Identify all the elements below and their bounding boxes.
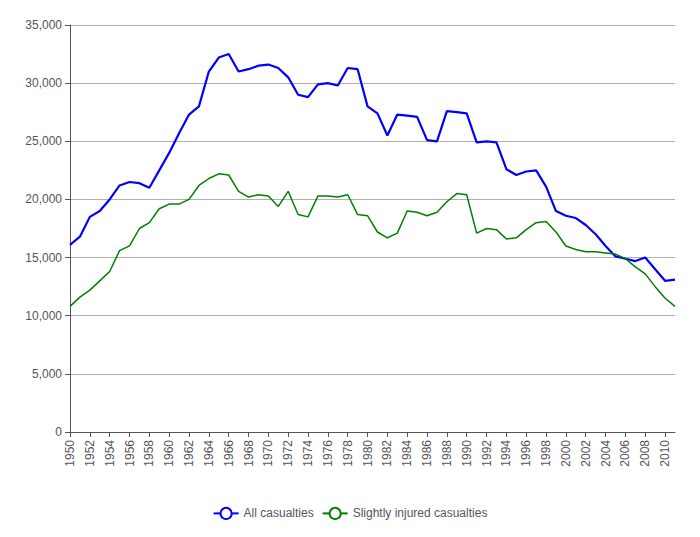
- svg-text:1980: 1980: [361, 440, 375, 467]
- svg-text:1986: 1986: [420, 440, 434, 467]
- svg-text:10,000: 10,000: [25, 309, 62, 323]
- svg-text:1964: 1964: [202, 440, 216, 467]
- svg-text:1996: 1996: [519, 440, 533, 467]
- svg-text:30,000: 30,000: [25, 76, 62, 90]
- svg-text:2004: 2004: [599, 440, 613, 467]
- svg-text:15,000: 15,000: [25, 251, 62, 265]
- svg-text:All casualties: All casualties: [244, 506, 314, 520]
- svg-text:1988: 1988: [440, 440, 454, 467]
- svg-text:1982: 1982: [380, 440, 394, 467]
- svg-text:0: 0: [55, 425, 62, 439]
- svg-text:1966: 1966: [222, 440, 236, 467]
- svg-text:1958: 1958: [142, 440, 156, 467]
- svg-text:2000: 2000: [559, 440, 573, 467]
- svg-text:2002: 2002: [579, 440, 593, 467]
- svg-text:1950: 1950: [63, 440, 77, 467]
- svg-text:1998: 1998: [539, 440, 553, 467]
- svg-text:Slightly injured casualties: Slightly injured casualties: [353, 506, 488, 520]
- svg-text:1990: 1990: [460, 440, 474, 467]
- svg-text:1954: 1954: [103, 440, 117, 467]
- svg-text:1962: 1962: [182, 440, 196, 467]
- svg-text:1984: 1984: [400, 440, 414, 467]
- svg-text:1970: 1970: [261, 440, 275, 467]
- svg-text:1974: 1974: [301, 440, 315, 467]
- svg-text:20,000: 20,000: [25, 192, 62, 206]
- svg-text:2008: 2008: [638, 440, 652, 467]
- svg-text:1978: 1978: [341, 440, 355, 467]
- svg-text:1968: 1968: [242, 440, 256, 467]
- svg-text:1956: 1956: [123, 440, 137, 467]
- svg-text:5,000: 5,000: [32, 367, 62, 381]
- svg-text:25,000: 25,000: [25, 134, 62, 148]
- svg-text:1976: 1976: [321, 440, 335, 467]
- svg-text:1994: 1994: [499, 440, 513, 467]
- svg-text:1972: 1972: [281, 440, 295, 467]
- svg-text:1992: 1992: [480, 440, 494, 467]
- svg-text:2006: 2006: [618, 440, 632, 467]
- svg-text:1952: 1952: [83, 440, 97, 467]
- svg-text:2010: 2010: [658, 440, 672, 467]
- svg-text:35,000: 35,000: [25, 18, 62, 32]
- svg-text:1960: 1960: [162, 440, 176, 467]
